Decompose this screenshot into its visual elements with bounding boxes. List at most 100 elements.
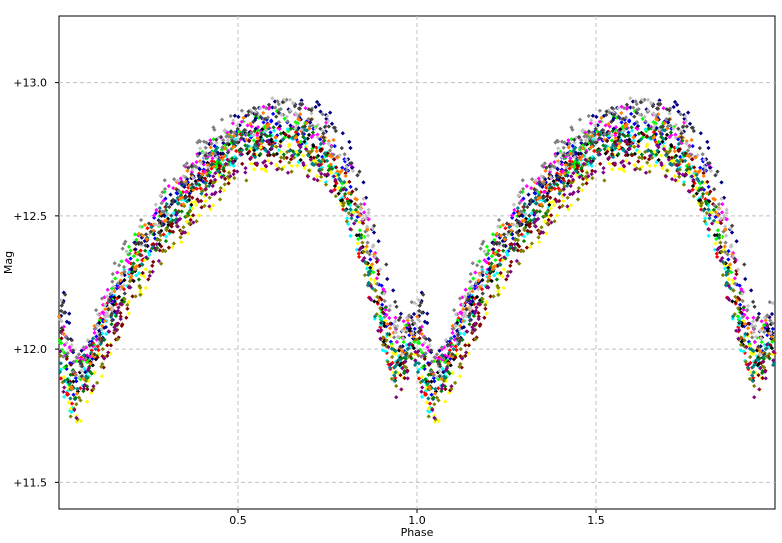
data-point bbox=[261, 166, 267, 172]
data-point bbox=[289, 163, 294, 168]
data-point bbox=[427, 409, 432, 415]
data-point bbox=[512, 207, 517, 213]
data-point bbox=[702, 216, 708, 221]
data-point bbox=[496, 248, 501, 253]
data-point bbox=[394, 340, 400, 345]
data-point bbox=[315, 132, 320, 137]
data-point bbox=[356, 251, 361, 256]
data-point bbox=[706, 233, 711, 238]
data-point bbox=[714, 251, 719, 256]
data-point bbox=[296, 160, 301, 165]
data-point bbox=[537, 240, 542, 245]
data-point bbox=[715, 220, 720, 225]
data-point bbox=[226, 177, 232, 183]
data-point bbox=[323, 180, 329, 185]
data-point bbox=[715, 228, 721, 233]
data-point bbox=[389, 343, 394, 349]
data-point bbox=[128, 256, 133, 261]
data-point bbox=[184, 219, 189, 224]
data-point bbox=[309, 135, 314, 140]
data-point bbox=[208, 138, 213, 143]
data-point bbox=[140, 258, 145, 263]
data-point bbox=[492, 237, 497, 243]
data-point bbox=[190, 206, 195, 211]
data-point bbox=[566, 138, 571, 143]
data-point bbox=[443, 399, 448, 404]
data-point bbox=[462, 331, 467, 337]
data-point bbox=[726, 277, 732, 282]
data-point bbox=[143, 267, 148, 272]
data-point bbox=[542, 219, 547, 224]
data-point bbox=[626, 130, 631, 135]
data-point bbox=[391, 370, 396, 375]
data-point bbox=[348, 184, 353, 190]
data-point bbox=[210, 203, 216, 208]
data-point bbox=[294, 163, 300, 168]
data-point bbox=[368, 257, 373, 262]
data-point bbox=[519, 198, 524, 203]
data-point bbox=[138, 248, 143, 253]
data-point bbox=[644, 144, 649, 149]
data-point bbox=[636, 149, 642, 154]
data-point bbox=[632, 162, 637, 168]
data-point bbox=[486, 248, 491, 253]
data-point bbox=[631, 138, 636, 143]
data-point bbox=[720, 201, 725, 207]
data-point bbox=[541, 189, 546, 195]
data-point bbox=[170, 245, 175, 250]
data-point bbox=[496, 289, 501, 294]
data-point bbox=[521, 234, 527, 239]
data-point bbox=[722, 266, 728, 271]
data-point bbox=[667, 135, 672, 140]
data-point bbox=[503, 226, 508, 231]
y-tick-label: +13.0 bbox=[13, 77, 47, 90]
data-point bbox=[366, 217, 371, 222]
data-point bbox=[529, 185, 534, 191]
data-point bbox=[747, 343, 752, 349]
data-point bbox=[329, 170, 334, 175]
data-point bbox=[436, 386, 441, 391]
data-point bbox=[132, 232, 138, 237]
data-point bbox=[752, 340, 758, 345]
data-point bbox=[730, 278, 735, 283]
data-point bbox=[672, 174, 677, 179]
data-point bbox=[719, 210, 725, 215]
data-point bbox=[355, 241, 360, 246]
data-point bbox=[161, 198, 166, 203]
data-point bbox=[412, 326, 417, 331]
data-point bbox=[551, 199, 556, 204]
data-point bbox=[416, 376, 422, 381]
data-point bbox=[737, 283, 742, 288]
data-point bbox=[504, 250, 509, 255]
data-point bbox=[568, 203, 574, 208]
data-point bbox=[458, 310, 463, 315]
data-point bbox=[726, 257, 731, 262]
data-point bbox=[174, 190, 179, 196]
data-point bbox=[759, 319, 764, 324]
data-point bbox=[471, 276, 476, 281]
data-point bbox=[751, 315, 756, 320]
data-point bbox=[501, 285, 506, 291]
data-point bbox=[548, 206, 553, 211]
data-point bbox=[529, 210, 534, 216]
data-point bbox=[463, 287, 468, 292]
y-tick-label: +12.0 bbox=[13, 343, 47, 356]
data-point bbox=[477, 259, 482, 264]
data-point bbox=[738, 348, 743, 353]
data-point bbox=[484, 244, 490, 249]
data-point bbox=[712, 247, 717, 252]
data-point bbox=[629, 128, 635, 133]
data-point bbox=[362, 201, 367, 207]
data-point bbox=[452, 334, 457, 339]
data-point bbox=[509, 213, 515, 218]
data-point bbox=[351, 210, 356, 215]
data-point bbox=[251, 138, 256, 143]
data-point bbox=[486, 256, 491, 261]
data-point bbox=[203, 198, 208, 204]
data-point bbox=[377, 314, 382, 319]
data-point bbox=[371, 270, 376, 275]
data-point bbox=[143, 285, 148, 291]
data-point bbox=[239, 119, 244, 124]
data-point bbox=[484, 311, 490, 316]
